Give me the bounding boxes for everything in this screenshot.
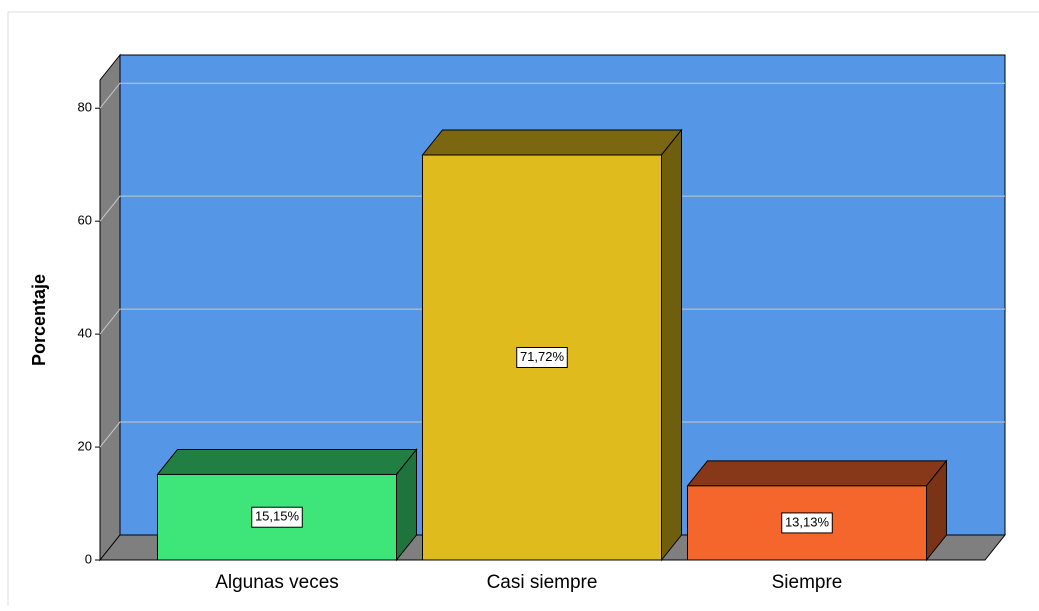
grid-line xyxy=(99,82,1005,109)
grid-line xyxy=(99,421,1005,448)
value-label-box xyxy=(781,512,833,534)
x-tick-label: Algunas veces xyxy=(215,572,339,593)
y-tick-label: 60 xyxy=(78,213,92,228)
side-wall xyxy=(99,53,121,562)
value-label-box xyxy=(516,346,568,368)
x-tick-label: Casi siempre xyxy=(487,572,598,593)
bar-top xyxy=(156,448,418,475)
value-label-box xyxy=(251,506,303,528)
y-tick-label: 20 xyxy=(78,438,92,453)
value-label: 15,15% xyxy=(255,509,300,524)
bar-top xyxy=(421,129,683,156)
bar-side xyxy=(661,128,682,562)
y-axis-label: Porcentaje xyxy=(29,274,49,366)
grid-line xyxy=(99,308,1005,335)
value-label: 13,13% xyxy=(785,514,830,529)
y-tick-label: 40 xyxy=(78,326,92,341)
y-tick-label: 0 xyxy=(85,551,92,566)
x-tick-label: Siempre xyxy=(772,572,843,593)
bar-top xyxy=(686,460,948,487)
y-tick-label: 80 xyxy=(78,100,92,115)
value-label: 71,72% xyxy=(520,349,565,364)
bar xyxy=(157,473,397,561)
grid-line xyxy=(99,195,1005,222)
